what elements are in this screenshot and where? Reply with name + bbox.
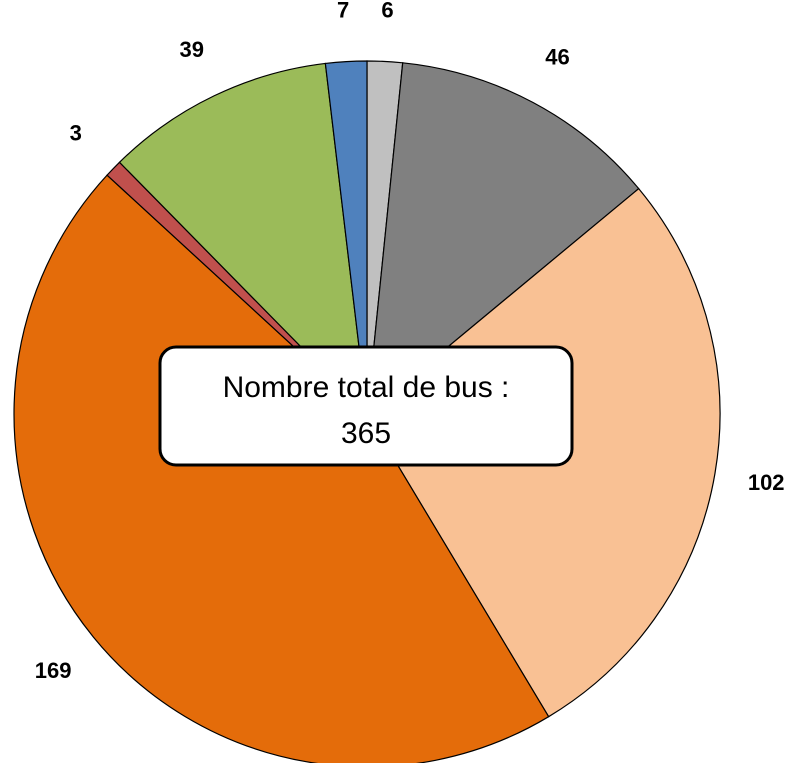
total-annotation-line1: Nombre total de bus :	[223, 371, 510, 404]
total-annotation-line2: 365	[341, 417, 391, 450]
data-label-46: 46	[545, 45, 569, 70]
pie-data-labels: 6 46 102 169 3 39 7	[35, 0, 785, 683]
data-label-7: 7	[337, 0, 349, 23]
pie-slice-7	[324, 60, 368, 415]
total-annotation-box	[158, 345, 574, 467]
pie-slice-39	[118, 62, 368, 416]
pie-slice-169	[13, 174, 550, 763]
total-annotation: Nombre total de bus : 365	[158, 345, 574, 467]
data-label-3: 3	[70, 121, 82, 146]
data-label-102: 102	[748, 470, 785, 495]
pie-slices	[13, 60, 721, 763]
data-label-39: 39	[179, 37, 203, 62]
pie-slice-46	[366, 62, 640, 416]
data-label-6: 6	[381, 0, 393, 23]
data-label-169: 169	[35, 658, 72, 683]
